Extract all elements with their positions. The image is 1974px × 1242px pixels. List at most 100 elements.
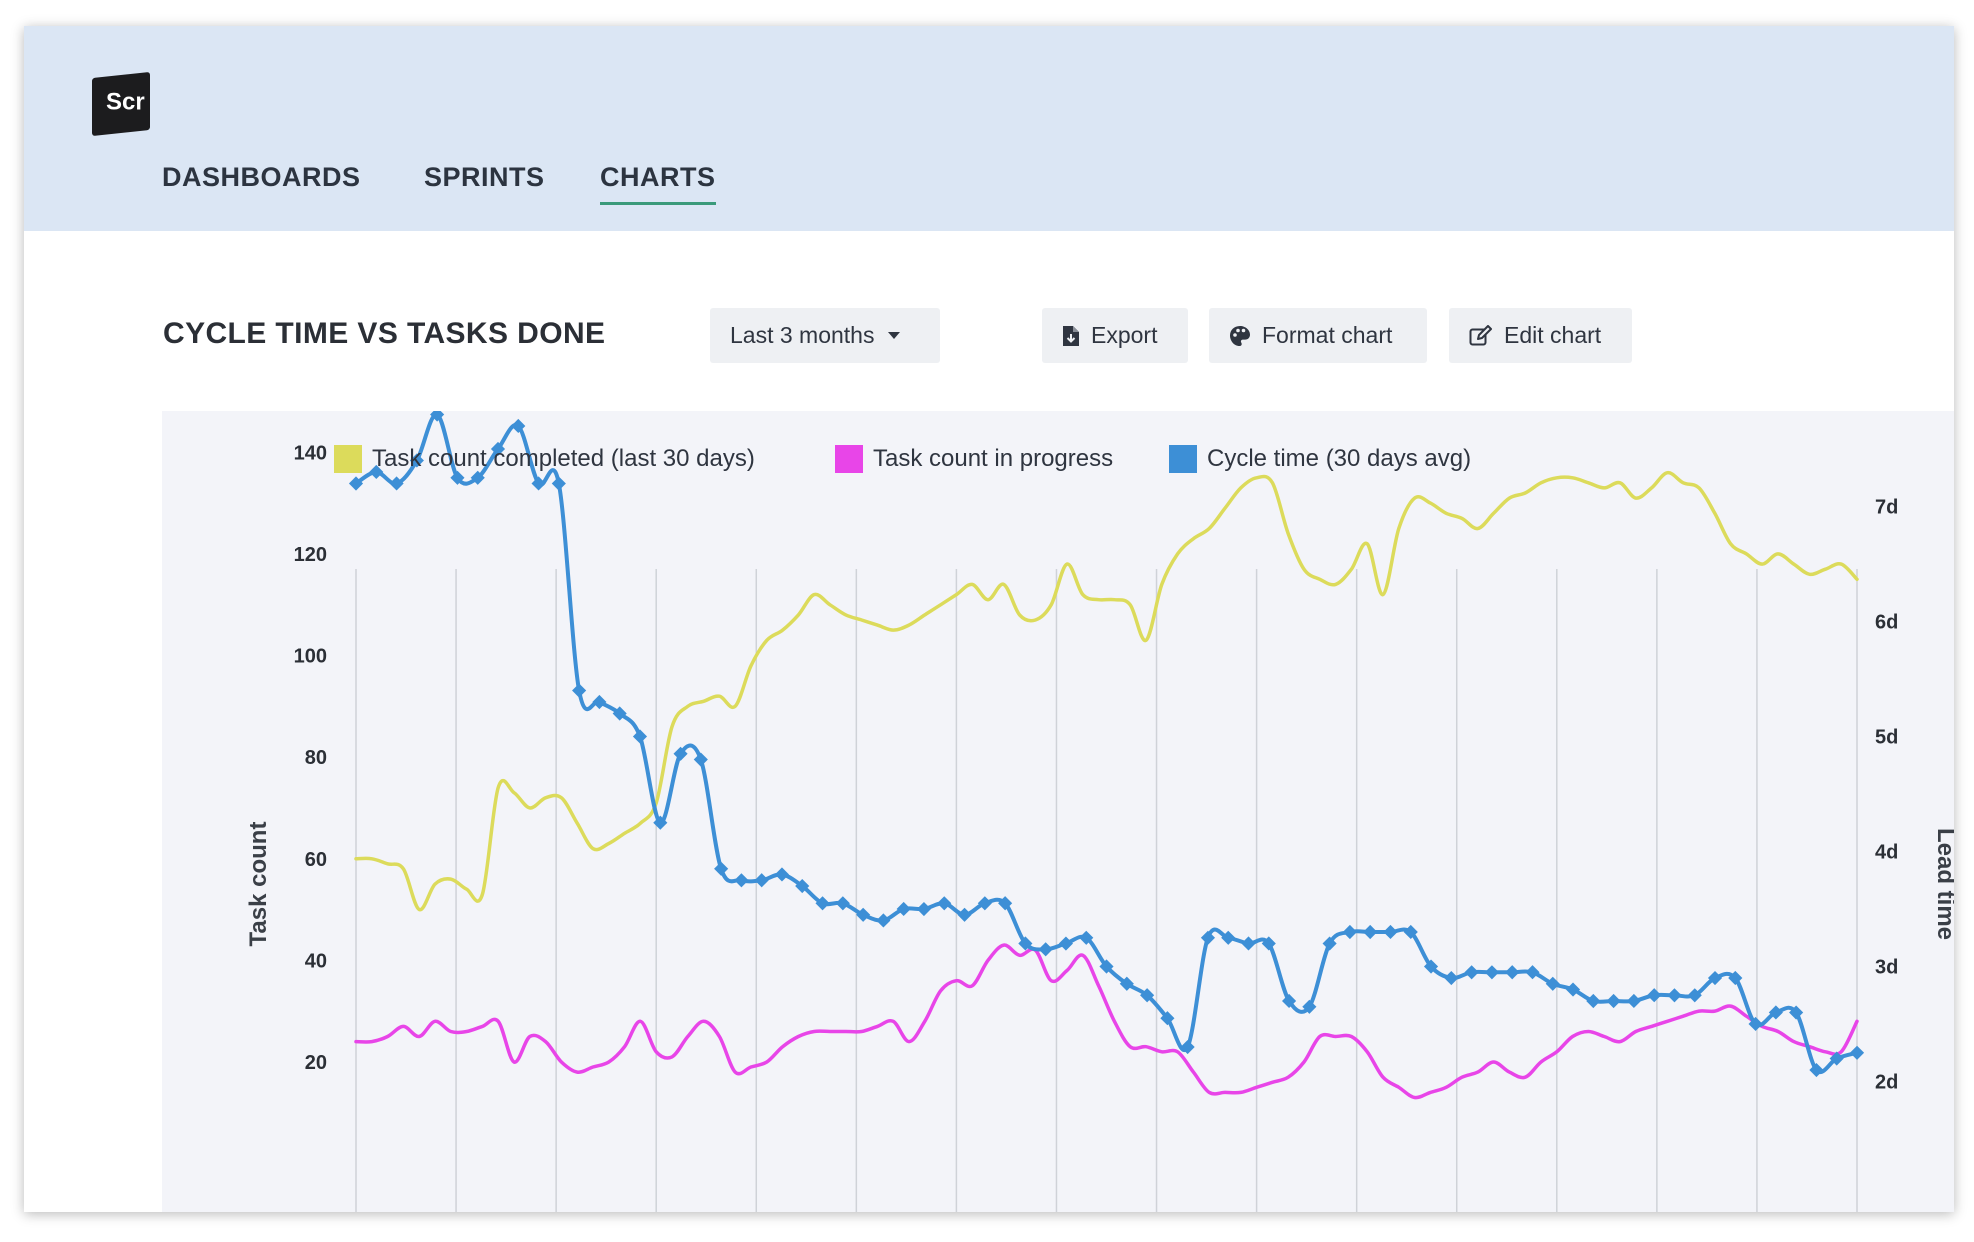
cycle-time-point: [1423, 959, 1439, 974]
cycle-time-point: [916, 901, 932, 917]
cycle-time-point: [977, 896, 992, 911]
cycle-time-point: [632, 729, 648, 744]
chevron-down-icon: [888, 332, 901, 339]
y-tick-label: 40: [305, 950, 327, 972]
legend-label-completed: Task count completed (last 30 days): [372, 445, 755, 472]
y2-tick-label: 2d: [1875, 1072, 1898, 1094]
cycle-time-point: [1829, 1051, 1844, 1066]
cycle-time-point: [1484, 965, 1500, 980]
cycle-time-point: [1221, 930, 1236, 945]
top-header: Scr DASHBOARDS SPRINTS CHARTS: [24, 26, 1954, 231]
cycle-time-point: [1018, 936, 1033, 951]
cycle-time-point: [896, 901, 911, 917]
legend-item-cycle-time[interactable]: Cycle time (30 days avg): [1169, 444, 1471, 474]
cycle-time-point: [1586, 993, 1601, 1009]
cycle-time-point: [551, 476, 566, 491]
cycle-time-point: [430, 411, 445, 422]
cycle-time-point: [1200, 930, 1216, 945]
cycle-time-point: [1342, 924, 1357, 940]
cycle-time-point: [450, 470, 465, 485]
cycle-time-point: [592, 694, 607, 710]
legend-swatch-in-progress: [835, 445, 863, 473]
edit-icon: [1469, 324, 1492, 345]
y-tick-label: 100: [294, 646, 327, 668]
y-tick-label: 80: [305, 747, 327, 769]
cycle-time-point: [937, 896, 952, 911]
range-select[interactable]: Last 3 months: [710, 308, 940, 363]
cycle-time-point: [1748, 1016, 1763, 1032]
cycle-time-point: [1363, 924, 1378, 940]
cycle-time-point: [957, 907, 972, 922]
cycle-time-point: [1099, 959, 1114, 974]
cycle-time-point: [734, 873, 749, 888]
cycle-time-point: [1626, 993, 1641, 1009]
cycle-time-point: [1606, 993, 1621, 1009]
y-tick-label: 20: [305, 1052, 327, 1074]
y-tick-label: 120: [294, 544, 327, 566]
chart-svg: 204060801001201402d3d4d5d6d7d8dTask coun…: [245, 411, 1954, 1212]
y-tick-label: 140: [294, 442, 327, 464]
cycle-time-point: [1768, 1005, 1783, 1020]
cycle-time-point: [1849, 1045, 1865, 1060]
cycle-time-point: [531, 476, 546, 491]
chart-area: 204060801001201402d3d4d5d6d7d8dTask coun…: [162, 411, 1954, 1212]
chart-title: CYCLE TIME VS TASKS DONE: [163, 317, 606, 350]
cycle-time-point: [1647, 988, 1662, 1003]
cycle-time-point: [1261, 936, 1276, 951]
app-logo[interactable]: Scr: [92, 71, 150, 137]
legend-swatch-cycle-time: [1169, 445, 1197, 473]
cycle-time-point: [1505, 965, 1520, 980]
cycle-time-point: [1565, 982, 1581, 997]
cycle-time-point: [1079, 930, 1094, 945]
y2-tick-label: 4d: [1875, 842, 1898, 864]
cycle-time-point: [1707, 970, 1723, 986]
cycle-time-point: [1809, 1062, 1824, 1078]
cycle-time-point: [1281, 993, 1297, 1009]
logo-text: Scr: [106, 88, 145, 116]
app-window: Scr DASHBOARDS SPRINTS CHARTS CYCLE TIME…: [24, 26, 1954, 1212]
y-tick-label: 60: [305, 849, 327, 871]
edit-chart-button[interactable]: Edit chart: [1449, 308, 1632, 363]
edit-chart-label: Edit chart: [1504, 322, 1602, 348]
cycle-time-point: [1444, 970, 1459, 986]
format-chart-label: Format chart: [1262, 322, 1393, 348]
series-in-progress-line: [354, 943, 1859, 1100]
cycle-time-point: [1322, 936, 1337, 951]
legend-label-in-progress: Task count in progress: [873, 445, 1114, 472]
legend-item-completed[interactable]: Task count completed (last 30 days): [334, 444, 755, 474]
cycle-time-point: [572, 683, 587, 698]
cycle-time-point: [1789, 1005, 1804, 1020]
cycle-time-point: [1525, 965, 1540, 980]
y2-tick-label: 5d: [1875, 727, 1898, 749]
cycle-time-point: [774, 867, 790, 882]
cycle-time-point: [693, 752, 708, 767]
export-label: Export: [1091, 322, 1158, 348]
y2-tick-label: 3d: [1875, 957, 1898, 979]
cycle-time-point: [1038, 942, 1053, 957]
cycle-time-point: [1241, 936, 1256, 951]
cycle-time-point: [754, 873, 769, 888]
file-export-icon: [1063, 325, 1079, 346]
format-chart-button[interactable]: Format chart: [1209, 308, 1427, 363]
nav-sprints[interactable]: SPRINTS: [424, 162, 545, 192]
cycle-time-point: [1464, 965, 1479, 980]
legend-item-in-progress[interactable]: Task count in progress: [835, 444, 1113, 474]
cycle-time-point: [835, 896, 850, 911]
cycle-time-point: [1383, 924, 1398, 940]
y2-tick-label: 7d: [1875, 497, 1898, 519]
cycle-time-point: [1180, 1039, 1195, 1055]
cycle-time-point: [348, 476, 364, 491]
cycle-time-point: [1058, 936, 1073, 951]
range-select-label: Last 3 months: [730, 322, 875, 348]
series-completed-line: [354, 470, 1859, 912]
cycle-time-point: [1667, 988, 1682, 1003]
y2-tick-label: 6d: [1875, 612, 1898, 634]
legend-swatch-completed: [334, 445, 362, 473]
cycle-time-point: [1140, 988, 1155, 1003]
legend-label-cycle-time: Cycle time (30 days avg): [1207, 445, 1472, 472]
nav-charts[interactable]: CHARTS: [600, 162, 716, 205]
export-button[interactable]: Export: [1042, 308, 1188, 363]
cycle-time-point: [1302, 999, 1317, 1014]
palette-icon: [1230, 325, 1250, 346]
nav-dashboards[interactable]: DASHBOARDS: [162, 162, 361, 192]
